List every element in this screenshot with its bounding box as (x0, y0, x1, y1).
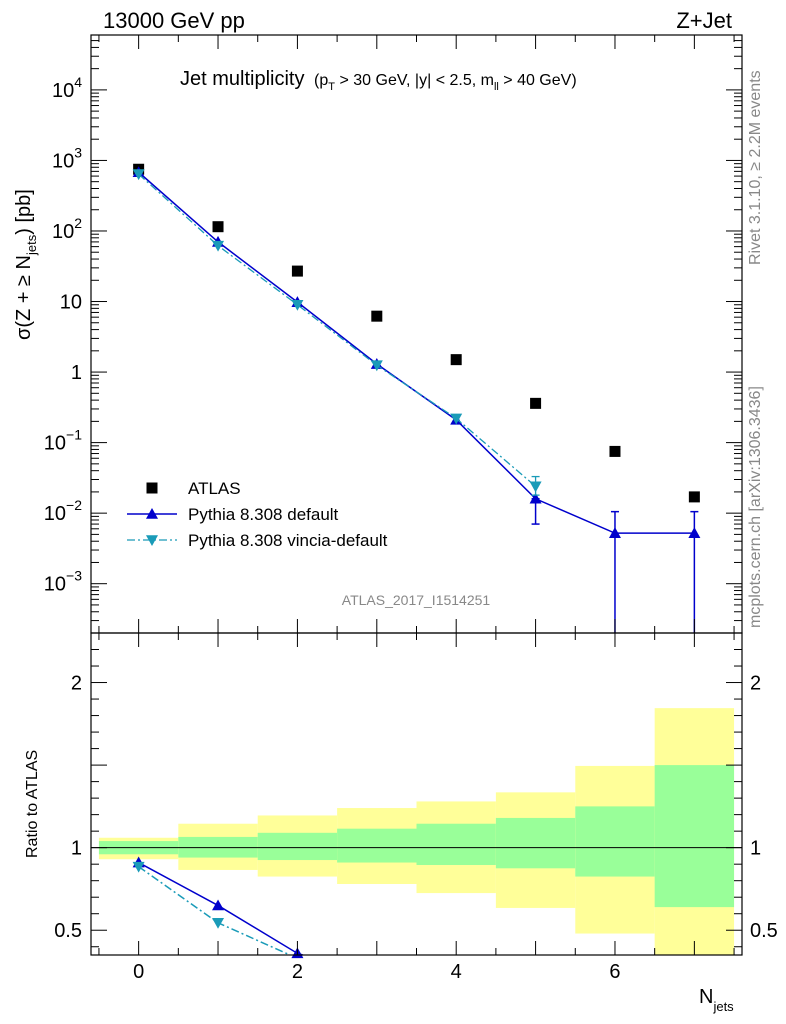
y-tick-label: 10 (60, 292, 82, 314)
vincia-data-point (212, 240, 225, 252)
axis-ticks (91, 34, 742, 955)
vincia-series-line (138, 173, 537, 487)
legend-vincia-marker (146, 535, 158, 546)
header-left-label: 13000 GeV pp (103, 8, 245, 33)
ratio-inner-band (257, 832, 338, 861)
vincia-data-point (291, 299, 304, 311)
legend-atlas-label: ATLAS (188, 479, 241, 498)
default-data-point (688, 527, 701, 538)
atlas-data-point (291, 265, 303, 277)
atlas-data-point (212, 221, 224, 233)
y-tick-label: 10−3 (44, 568, 82, 596)
vincia-ratio-point (212, 918, 225, 929)
x-tick-label: 0 (133, 961, 144, 983)
atlas-data-point (530, 397, 542, 409)
main-series (132, 163, 701, 633)
ratio-uncertainty-bands (91, 708, 742, 955)
plot-title-main: Jet multiplicity (180, 68, 304, 90)
ratio-y-axis-label: Ratio to ATLAS (24, 750, 41, 858)
ratio-inner-band (575, 806, 655, 877)
vincia-data-point (450, 413, 463, 425)
ratio-y-tick-label-left: 2 (71, 673, 82, 695)
vincia-ratio-point (132, 861, 145, 873)
ratio-y-tick-label-left: 1 (71, 838, 82, 860)
ratio-inner-band (495, 817, 576, 869)
analysis-id-label: ATLAS_2017_I1514251 (342, 592, 491, 608)
main-y-axis-label: σ(Z + ≥ Njets) [pb] (13, 189, 39, 340)
ratio-y-tick-label-right: 1 (750, 838, 761, 860)
legend-default-label: Pythia 8.308 default (188, 505, 339, 524)
default-data-point (529, 492, 542, 504)
legend-atlas-marker (146, 482, 158, 494)
x-tick-label: 6 (609, 961, 620, 983)
x-tick-label: 4 (451, 961, 462, 983)
ratio-inner-band (654, 765, 735, 908)
vincia-data-point (370, 360, 383, 372)
atlas-data-point (371, 310, 383, 322)
legend: ATLAS Pythia 8.308 default Pythia 8.308 vi… (127, 479, 388, 550)
atlas-data-point (450, 354, 462, 366)
y-tick-label: 102 (52, 215, 82, 243)
vincia-data-point (132, 169, 145, 181)
y-tick-label: 104 (52, 74, 82, 102)
ratio-inner-band (337, 828, 417, 863)
ratio-y-tick-label-right: 0.5 (750, 920, 778, 942)
y-tick-label: 10−1 (44, 427, 82, 455)
y-tick-label: 1 (71, 362, 82, 384)
vincia-ratio-line (138, 866, 291, 956)
y-tick-label: 10−2 (44, 497, 82, 525)
x-tick-label: 2 (292, 961, 303, 983)
default-data-point (608, 527, 621, 538)
ratio-y-tick-label-left: 0.5 (54, 920, 82, 942)
rivet-label: Rivet 3.1.10, ≥ 2.2M events (747, 70, 764, 265)
axis-tick-labels: 0 2 4 6 10−3 10−2 10−1 1 10 102 103 104 0.5 0.5 1 1 2 2 (44, 74, 778, 983)
ratio-y-tick-label-right: 2 (750, 673, 761, 695)
legend-default-marker (146, 508, 158, 519)
plot-title-cuts: (p (314, 72, 328, 89)
header-right-label: Z+Jet (676, 8, 732, 33)
atlas-data-point (688, 491, 700, 503)
atlas-data-point (609, 445, 621, 457)
default-ratio-point (212, 899, 225, 911)
mcplots-label: mcplots.cern.ch [arXiv:1306.3436] (747, 386, 764, 628)
plot-title: Jet multiplicity (pT > 30 GeV, |y| < 2.5… (180, 68, 577, 93)
x-axis-label: Njets (699, 986, 734, 1014)
ratio-inner-band (416, 823, 496, 866)
vincia-data-point (529, 481, 542, 493)
y-tick-label: 103 (52, 144, 82, 172)
legend-vincia-label: Pythia 8.308 vincia-default (188, 531, 388, 550)
